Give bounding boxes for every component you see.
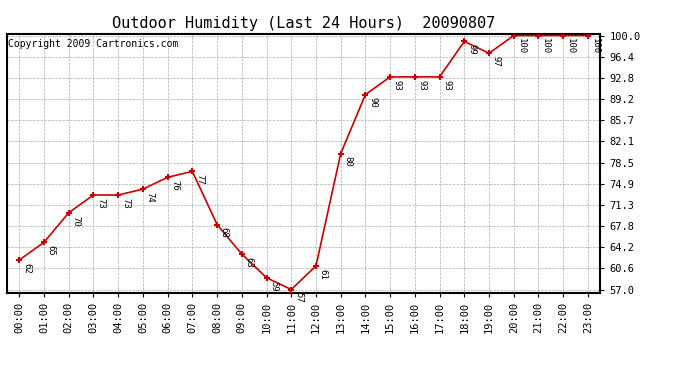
Title: Outdoor Humidity (Last 24 Hours)  20090807: Outdoor Humidity (Last 24 Hours) 2009080…: [112, 16, 495, 31]
Text: 90: 90: [368, 98, 377, 108]
Text: 99: 99: [467, 44, 476, 55]
Text: 62: 62: [22, 263, 31, 273]
Text: 70: 70: [72, 216, 81, 226]
Text: 73: 73: [96, 198, 105, 208]
Text: 65: 65: [47, 245, 56, 256]
Text: 100: 100: [591, 38, 600, 54]
Text: 100: 100: [541, 38, 550, 54]
Text: 57: 57: [294, 292, 303, 303]
Text: 68: 68: [220, 227, 229, 238]
Text: 59: 59: [269, 280, 278, 291]
Text: 74: 74: [146, 192, 155, 202]
Text: 76: 76: [170, 180, 179, 191]
Text: 100: 100: [566, 38, 575, 54]
Text: 63: 63: [244, 257, 253, 268]
Text: 93: 93: [442, 80, 451, 90]
Text: 73: 73: [121, 198, 130, 208]
Text: 93: 93: [417, 80, 426, 90]
Text: 77: 77: [195, 174, 204, 185]
Text: 97: 97: [492, 56, 501, 67]
Text: 80: 80: [344, 156, 353, 167]
Text: 93: 93: [393, 80, 402, 90]
Text: 61: 61: [319, 269, 328, 279]
Text: Copyright 2009 Cartronics.com: Copyright 2009 Cartronics.com: [8, 39, 179, 49]
Text: 100: 100: [517, 38, 526, 54]
